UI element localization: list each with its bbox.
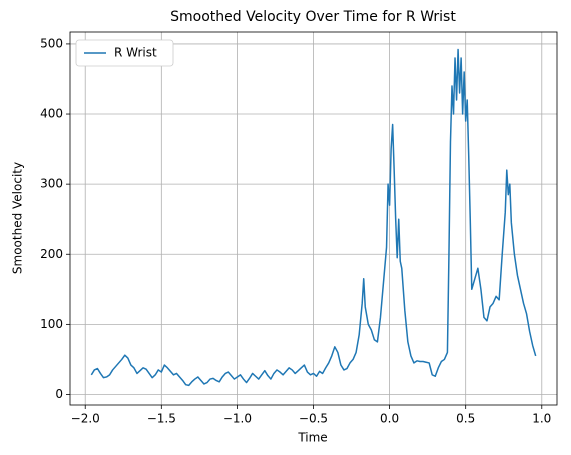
x-tick-label: 0.5 — [456, 412, 475, 426]
chart-title: Smoothed Velocity Over Time for R Wrist — [170, 9, 456, 25]
x-tick-label: −1.0 — [223, 412, 252, 426]
y-axis-label: Smoothed Velocity — [11, 162, 25, 274]
y-tick-label: 200 — [40, 247, 63, 261]
legend-box — [75, 39, 174, 67]
y-tick-label: 500 — [40, 36, 63, 50]
y-tick-label: 400 — [40, 107, 63, 121]
y-tick-label: 300 — [40, 177, 63, 191]
x-tick-label: −1.5 — [147, 412, 176, 426]
x-axis-label: Time — [297, 431, 327, 445]
x-tick-label: 0.0 — [380, 412, 399, 426]
plot-frame — [69, 31, 558, 406]
x-tick-label: −2.0 — [71, 412, 100, 426]
x-tick-label: 1.0 — [532, 412, 551, 426]
legend-label: R Wrist — [114, 46, 157, 60]
y-tick-label: 100 — [40, 317, 63, 331]
data-line — [90, 48, 537, 387]
x-tick-label: −0.5 — [299, 412, 328, 426]
y-tick-label: 0 — [55, 387, 63, 401]
